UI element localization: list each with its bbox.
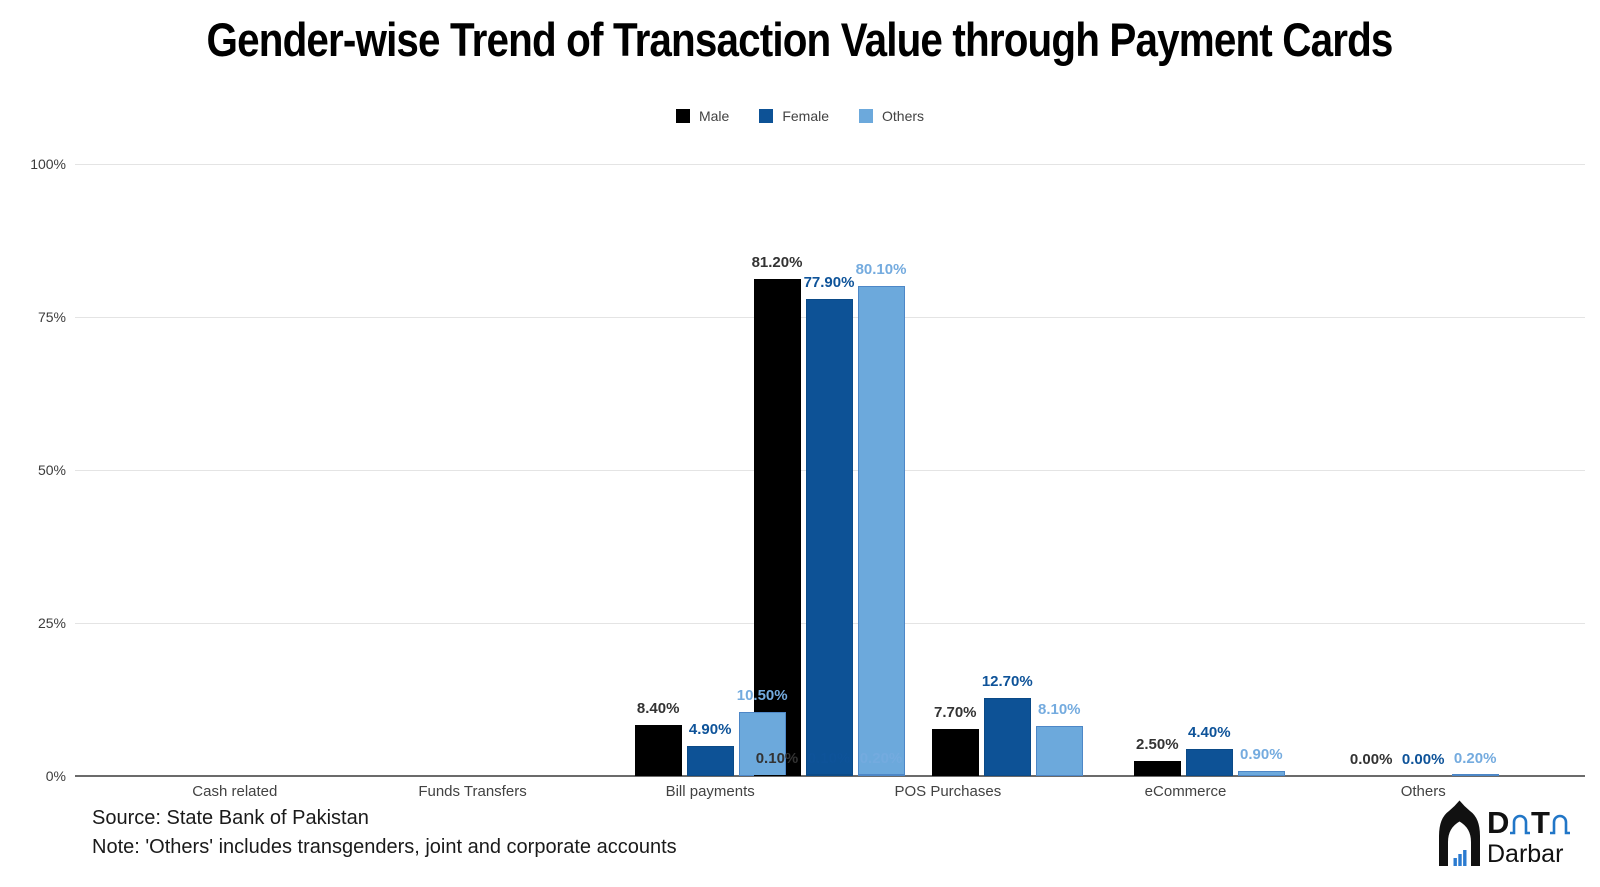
data-darbar-logo-svg: D T Darbar [1439, 800, 1570, 868]
value-label-female-bill-payments: 0.10% [807, 749, 851, 767]
bar-female-cash-related [805, 299, 853, 776]
category-label-others: Others [1400, 783, 1446, 800]
y-tick-label-75: 75% [37, 309, 66, 325]
value-label-others-bill-payments: 0.20% [859, 749, 903, 767]
bar-group-others: 0.00% 0.00% 0.20% Others [1304, 164, 1542, 800]
bar-groups: 81.20% 77.90% 80.10% Cash related 8.40% 4.90%… [116, 164, 1542, 800]
value-label-male-funds-transfers: 8.40% [636, 699, 680, 717]
legend-label: Female [782, 108, 830, 124]
bar-male-ecommerce [1133, 760, 1181, 776]
value-label-others-funds-transfers: 10.50% [736, 686, 788, 704]
chart-title-text: Gender-wise Trend of Transaction Value t… [207, 13, 1394, 66]
value-label-female-cash-related: 77.90% [803, 274, 855, 292]
category-label-bill-payments: Bill payments [665, 783, 755, 800]
logo-bars-icon [1453, 850, 1467, 866]
value-label-male-others: 0.00% [1349, 751, 1393, 768]
bar-female-bill-payments [805, 774, 853, 776]
bar-male-funds-transfers [634, 724, 682, 776]
logo-pulse-icon-2 [1550, 814, 1570, 835]
bar-others-others [1451, 774, 1499, 776]
y-tick-label-0: 0% [45, 768, 66, 784]
logo-letter-d: D [1487, 805, 1509, 840]
bar-others-funds-transfers [738, 711, 786, 776]
data-darbar-logo: D T Darbar [1436, 800, 1574, 872]
value-label-female-ecommerce: 4.40% [1188, 724, 1231, 742]
category-label-ecommerce: eCommerce [1144, 783, 1227, 800]
value-label-female-pos-purchases: 12.70% [981, 673, 1033, 691]
value-label-male-bill-payments: 0.10% [755, 749, 799, 767]
legend-swatch-icon [859, 109, 874, 123]
value-label-female-others: 0.00% [1401, 751, 1445, 768]
legend-label: Male [698, 108, 730, 124]
bar-group-pos-purchases: 7.70% 12.70% 8.10% POS Purchases [829, 164, 1083, 800]
footer: Source: State Bank of Pakistan Note: 'Ot… [92, 804, 677, 862]
legend-item-male: Male [675, 108, 730, 124]
bar-female-ecommerce [1185, 749, 1233, 776]
x-axis-line [75, 775, 1585, 777]
y-tick-label-25: 25% [37, 615, 66, 631]
legend: Male Female Others [0, 108, 1600, 124]
bar-others-bill-payments [857, 774, 905, 776]
note-text: Note: 'Others' includes transgenders, jo… [92, 836, 677, 858]
bar-group-ecommerce: 2.50% 4.40% 0.90% eCommerce [1067, 164, 1305, 800]
source-text: Source: State Bank of Pakistan [92, 807, 369, 829]
logo-letter-t: T [1531, 805, 1550, 840]
value-label-others-ecommerce: 0.90% [1240, 745, 1283, 763]
value-label-male-ecommerce: 2.50% [1136, 735, 1179, 753]
legend-swatch-icon [759, 109, 774, 123]
bar-female-funds-transfers [686, 746, 734, 776]
bar-male-bill-payments [753, 774, 801, 776]
logo-pulse-icon-1 [1510, 814, 1530, 835]
legend-item-female: Female [759, 108, 829, 124]
bar-others-pos-purchases [1035, 726, 1083, 776]
bar-others-ecommerce [1237, 770, 1285, 776]
chart-title: Gender-wise Trend of Transaction Value t… [0, 12, 1600, 67]
category-label-funds-transfers: Funds Transfers [418, 783, 527, 800]
bar-male-cash-related [753, 279, 801, 776]
y-tick-label-50: 50% [37, 462, 66, 478]
value-label-female-funds-transfers: 4.90% [688, 721, 732, 739]
value-label-others-cash-related: 80.10% [855, 260, 907, 278]
bar-male-pos-purchases [931, 728, 979, 776]
legend-item-others: Others [859, 108, 924, 124]
y-tick-label-100: 100% [30, 156, 66, 172]
category-label-pos-purchases: POS Purchases [894, 783, 1002, 800]
bar-group-funds-transfers: 8.40% 4.90% 10.50% Funds Transfers [354, 164, 787, 800]
legend-swatch-icon [675, 109, 690, 123]
logo-wordmark: Darbar [1487, 840, 1563, 868]
value-label-others-pos-purchases: 8.10% [1037, 701, 1081, 719]
bar-group-bill-payments: 0.10% 0.10% 0.20% Bill payments [591, 164, 905, 800]
legend-label: Others [882, 108, 925, 124]
value-label-male-cash-related: 81.20% [751, 254, 803, 272]
bar-group-cash-related: 81.20% 77.90% 80.10% Cash related [116, 164, 906, 800]
value-label-others-others: 0.20% [1453, 749, 1497, 767]
category-label-cash-related: Cash related [192, 783, 278, 800]
gridline-100 [75, 164, 1585, 165]
value-label-male-pos-purchases: 7.70% [933, 703, 977, 721]
bar-female-pos-purchases [983, 698, 1031, 776]
arch-icon [1439, 800, 1480, 866]
